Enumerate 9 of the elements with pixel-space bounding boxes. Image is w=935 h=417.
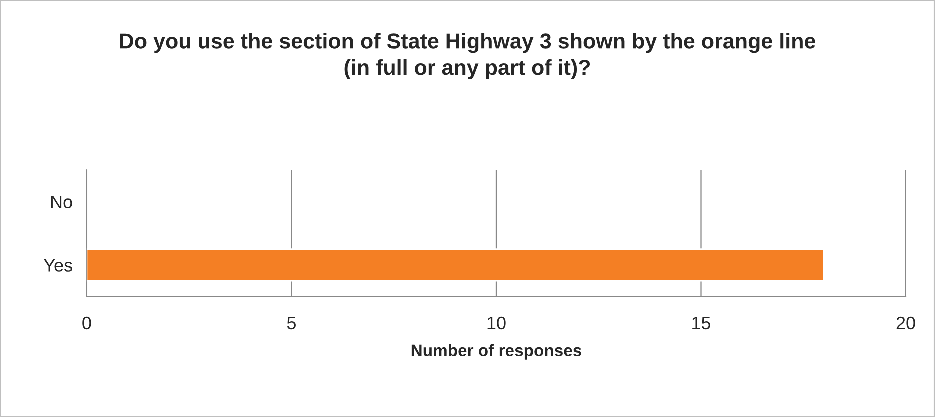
x-tick-label: 15 [692,317,711,330]
chart-title: Do you use the section of State Highway 3 shown by the orange line (in full or any part of it)? [120,33,816,80]
x-tick-label: 10 [488,316,506,330]
y-tick-label: No [51,196,72,209]
x-axis-title: Number of responses [412,344,582,360]
x-tick-label: 20 [896,316,916,330]
x-tick-label: 5 [287,317,296,330]
x-tick-label: 0 [82,316,92,330]
y-tick-label: Yes [44,259,72,272]
